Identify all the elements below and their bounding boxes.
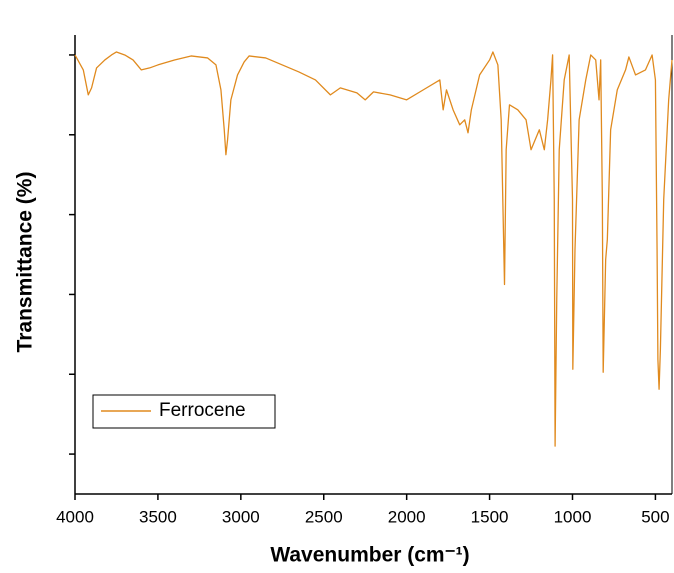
x-tick-label: 3500 bbox=[139, 507, 177, 526]
x-tick-label: 2000 bbox=[388, 507, 426, 526]
x-tick-label: 2500 bbox=[305, 507, 343, 526]
x-tick-label: 500 bbox=[641, 507, 669, 526]
x-tick-label: 1500 bbox=[471, 507, 509, 526]
x-axis-label: Wavenumber (cm⁻¹) bbox=[270, 544, 469, 567]
legend-label: Ferrocene bbox=[159, 400, 246, 421]
x-tick-label: 4000 bbox=[56, 507, 94, 526]
x-tick-label: 1000 bbox=[554, 507, 592, 526]
y-axis-label: Transmittance (%) bbox=[14, 172, 37, 353]
spectrum-line bbox=[74, 51, 673, 447]
x-tick-label: 3000 bbox=[222, 507, 260, 526]
